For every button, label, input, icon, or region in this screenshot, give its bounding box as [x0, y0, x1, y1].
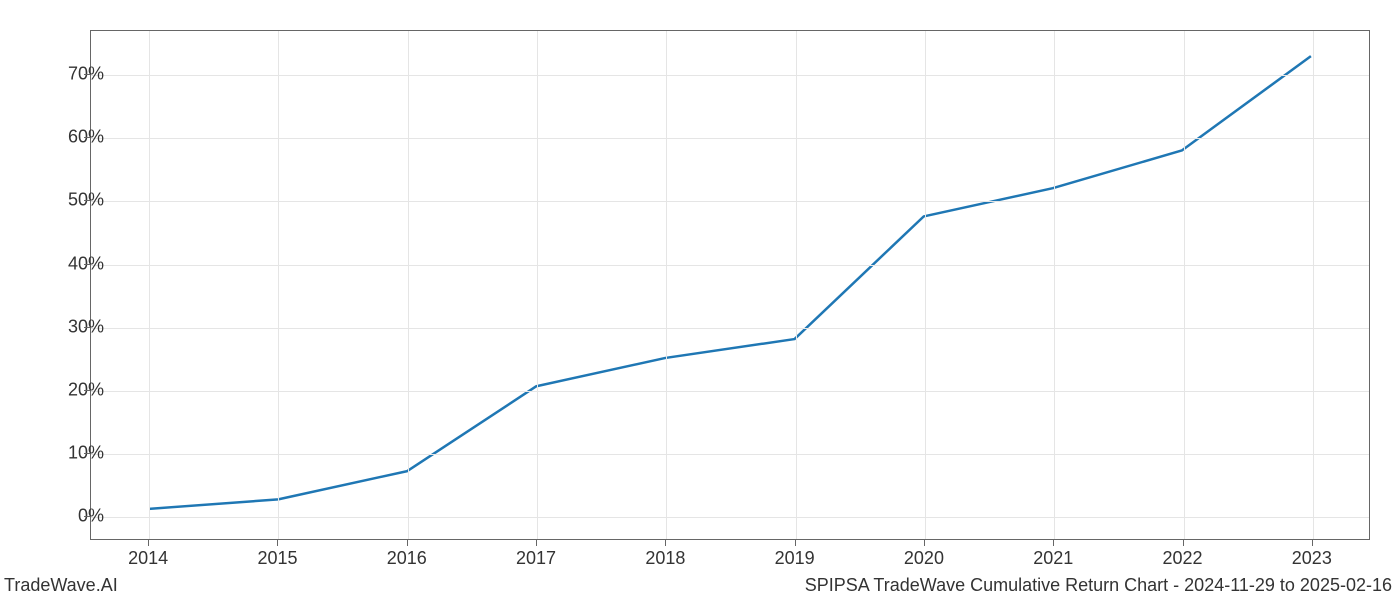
x-axis-label: 2018	[645, 548, 685, 569]
y-axis-label: 60%	[44, 127, 104, 148]
y-axis-label: 30%	[44, 316, 104, 337]
line-chart-svg	[91, 31, 1369, 539]
y-axis-label: 50%	[44, 190, 104, 211]
x-axis-label: 2022	[1162, 548, 1202, 569]
x-axis-tick	[1053, 540, 1054, 546]
x-axis-tick	[924, 540, 925, 546]
x-axis-label: 2016	[387, 548, 427, 569]
y-axis-label: 70%	[44, 64, 104, 85]
x-axis-tick	[1312, 540, 1313, 546]
x-axis-tick	[148, 540, 149, 546]
grid-line-horizontal	[91, 517, 1369, 518]
y-axis-tick	[84, 264, 90, 265]
grid-line-horizontal	[91, 265, 1369, 266]
y-axis-tick	[84, 200, 90, 201]
y-axis-tick	[84, 327, 90, 328]
chart-container	[90, 30, 1370, 540]
grid-line-horizontal	[91, 391, 1369, 392]
grid-line-horizontal	[91, 328, 1369, 329]
y-axis-label: 10%	[44, 442, 104, 463]
grid-line-vertical	[278, 31, 279, 539]
grid-line-horizontal	[91, 201, 1369, 202]
x-axis-label: 2021	[1033, 548, 1073, 569]
grid-line-vertical	[537, 31, 538, 539]
y-axis-tick	[84, 74, 90, 75]
grid-line-vertical	[1184, 31, 1185, 539]
x-axis-label: 2014	[128, 548, 168, 569]
grid-line-horizontal	[91, 454, 1369, 455]
grid-line-horizontal	[91, 75, 1369, 76]
footer-left-text: TradeWave.AI	[4, 575, 118, 596]
x-axis-tick	[665, 540, 666, 546]
x-axis-tick	[1183, 540, 1184, 546]
x-axis-tick	[407, 540, 408, 546]
x-axis-label: 2023	[1292, 548, 1332, 569]
y-axis-tick	[84, 137, 90, 138]
y-axis-label: 0%	[44, 506, 104, 527]
y-axis-tick	[84, 453, 90, 454]
grid-line-vertical	[1313, 31, 1314, 539]
x-axis-tick	[795, 540, 796, 546]
y-axis-label: 20%	[44, 379, 104, 400]
y-axis-label: 40%	[44, 253, 104, 274]
x-axis-label: 2019	[775, 548, 815, 569]
x-axis-label: 2015	[257, 548, 297, 569]
grid-line-vertical	[666, 31, 667, 539]
x-axis-label: 2017	[516, 548, 556, 569]
grid-line-vertical	[149, 31, 150, 539]
grid-line-horizontal	[91, 138, 1369, 139]
x-axis-tick	[536, 540, 537, 546]
grid-line-vertical	[1054, 31, 1055, 539]
x-axis-tick	[277, 540, 278, 546]
data-line	[149, 56, 1311, 509]
y-axis-tick	[84, 516, 90, 517]
y-axis-tick	[84, 390, 90, 391]
x-axis-label: 2020	[904, 548, 944, 569]
grid-line-vertical	[925, 31, 926, 539]
grid-line-vertical	[796, 31, 797, 539]
grid-line-vertical	[408, 31, 409, 539]
footer-right-text: SPIPSA TradeWave Cumulative Return Chart…	[805, 575, 1392, 596]
plot-area	[90, 30, 1370, 540]
